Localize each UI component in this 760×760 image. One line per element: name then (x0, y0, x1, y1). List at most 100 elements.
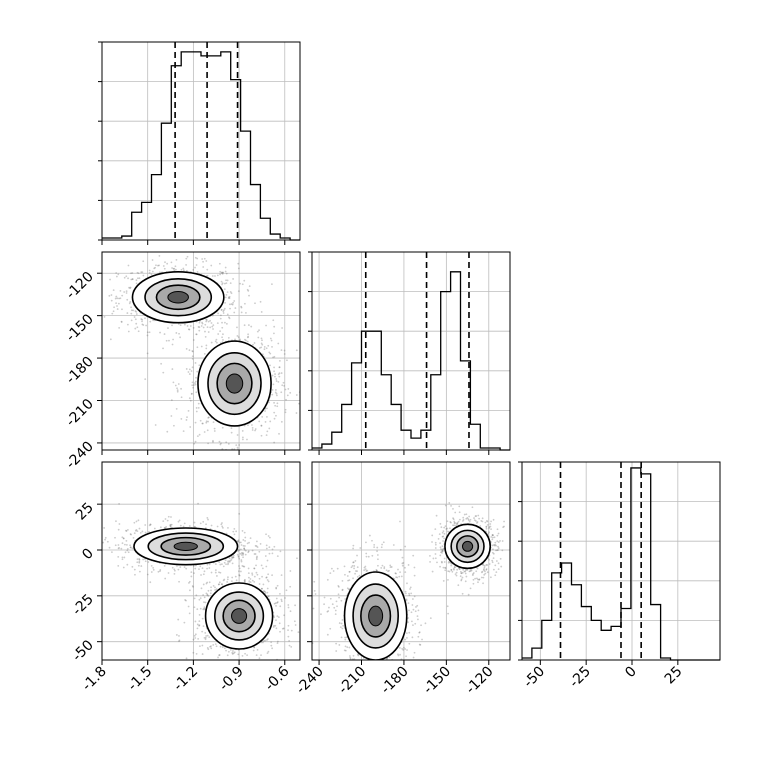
sample-point (348, 588, 351, 591)
sample-point (500, 565, 503, 568)
sample-point (99, 278, 101, 280)
sample-point (123, 291, 126, 293)
x-tick-label: 25 (662, 664, 686, 688)
sample-point (232, 556, 235, 559)
sample-point (232, 556, 235, 559)
sample-point (147, 561, 150, 563)
sample-point (205, 635, 208, 637)
sample-point (214, 569, 217, 571)
sample-point (269, 337, 272, 340)
sample-point (467, 518, 470, 520)
sample-point (218, 654, 221, 657)
sample-point (241, 430, 244, 432)
sample-point (117, 302, 120, 305)
sample-point (342, 624, 344, 627)
sample-point (138, 527, 141, 530)
sample-point (234, 338, 236, 341)
sample-point (131, 565, 134, 568)
sample-point (121, 542, 124, 545)
sample-point (217, 656, 219, 659)
sample-point (266, 559, 269, 562)
sample-point (149, 320, 152, 323)
sample-point (255, 654, 258, 657)
sample-point (194, 380, 197, 383)
sample-point (231, 562, 234, 565)
sample-point (234, 307, 237, 309)
sample-point (126, 548, 129, 550)
sample-point (280, 372, 283, 374)
sample-point (484, 570, 486, 573)
sample-point (227, 296, 230, 299)
sample-point (219, 563, 222, 566)
sample-point (439, 542, 441, 544)
sample-point (206, 567, 208, 570)
sample-point (196, 627, 199, 630)
sample-point (207, 648, 210, 651)
sample-point (180, 418, 183, 420)
sample-point (233, 533, 236, 536)
sample-point (275, 586, 278, 589)
sample-point (204, 330, 206, 333)
sample-point (276, 601, 279, 603)
sample-point (383, 566, 386, 568)
sample-point (108, 546, 111, 549)
sample-point (173, 269, 176, 272)
sample-point (276, 584, 279, 587)
sample-point (192, 386, 194, 389)
sample-point (206, 666, 208, 668)
sample-point (444, 569, 447, 572)
sample-point (271, 574, 273, 577)
sample-point (402, 562, 405, 564)
sample-point (185, 368, 188, 370)
sample-point (230, 431, 233, 434)
sample-point (175, 407, 178, 410)
sample-point (376, 550, 378, 553)
sample-point (249, 666, 251, 668)
sample-point (203, 607, 205, 610)
sample-point (273, 545, 276, 548)
sample-point (191, 585, 194, 587)
sample-point (245, 663, 247, 665)
sample-point (210, 645, 212, 648)
sample-point (226, 291, 229, 294)
sample-point (123, 556, 126, 559)
sample-point (194, 266, 196, 269)
sample-point (135, 520, 138, 523)
sample-point (331, 635, 333, 637)
y-tick-label: -50 (69, 637, 96, 664)
density-contour (225, 373, 244, 394)
sample-point (244, 580, 246, 583)
sample-point (247, 289, 250, 292)
sample-point (150, 571, 153, 573)
sample-point (242, 539, 245, 541)
sample-point (265, 576, 268, 579)
sample-point (265, 533, 267, 536)
sample-point (197, 325, 200, 328)
sample-point (273, 616, 275, 619)
sample-point (174, 569, 176, 572)
sample-point (446, 527, 449, 530)
sample-point (236, 446, 239, 449)
sample-point (289, 585, 292, 588)
sample-point (212, 324, 215, 327)
sample-point (485, 526, 488, 528)
sample-point (243, 531, 246, 534)
sample-point (128, 286, 130, 289)
sample-point (469, 568, 472, 571)
sample-point (258, 329, 260, 332)
sample-point (440, 526, 443, 529)
sample-point (304, 394, 306, 396)
sample-point (157, 264, 159, 267)
sample-point (277, 380, 280, 383)
sample-point (120, 547, 123, 550)
sample-point (256, 330, 259, 333)
sample-point (411, 636, 414, 639)
sample-point (134, 310, 137, 312)
sample-point (230, 558, 233, 561)
sample-point (140, 318, 143, 320)
sample-point (127, 551, 130, 554)
sample-point (381, 564, 384, 567)
sample-point (488, 563, 491, 565)
sample-point (202, 625, 205, 628)
sample-point (483, 565, 486, 567)
